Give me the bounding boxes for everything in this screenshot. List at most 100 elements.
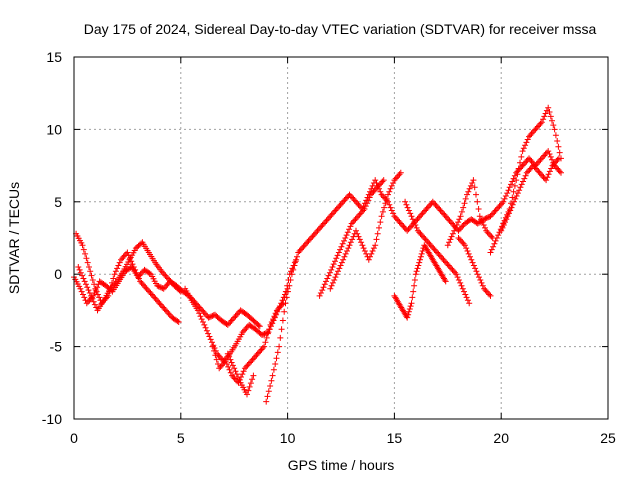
data-point: [487, 292, 494, 299]
data-point: [264, 393, 271, 400]
y-tick-label: 0: [54, 266, 62, 282]
data-point: [346, 226, 353, 233]
data-point: [534, 159, 541, 166]
data-point: [341, 253, 348, 260]
data-point: [405, 226, 412, 233]
data-point: [345, 245, 352, 252]
data-point: [412, 271, 419, 278]
data-point: [207, 336, 214, 343]
data-point: [464, 297, 471, 304]
data-point: [399, 222, 406, 228]
data-point: [454, 274, 461, 281]
data-point: [470, 177, 477, 184]
data-point: [416, 259, 423, 266]
data-point: [449, 230, 456, 237]
data-point: [409, 294, 416, 301]
data-point: [390, 180, 397, 186]
data-point: [378, 213, 385, 220]
data-point: [268, 377, 275, 384]
data-point: [282, 300, 289, 307]
data-point: [263, 398, 270, 405]
data-point: [134, 272, 141, 279]
data-point: [361, 206, 368, 212]
data-point: [80, 246, 87, 253]
data-point: [534, 123, 541, 130]
data-point: [135, 275, 142, 282]
data-point: [506, 184, 513, 191]
data-point: [108, 284, 115, 291]
data-point: [405, 308, 412, 315]
data-point: [522, 172, 529, 179]
data-point: [370, 245, 377, 252]
data-point: [528, 158, 535, 165]
data-point: [551, 126, 558, 133]
data-point: [143, 285, 150, 292]
series-arc-15: [498, 155, 562, 234]
data-point: [520, 145, 527, 152]
data-point: [320, 284, 327, 291]
data-point: [419, 248, 426, 254]
data-point: [510, 188, 517, 195]
data-point: [479, 219, 486, 226]
data-point: [338, 259, 345, 266]
data-point: [546, 151, 553, 157]
data-point: [200, 319, 206, 325]
data-point: [93, 288, 100, 295]
data-point: [421, 235, 428, 241]
data-point: [464, 191, 470, 198]
data-point: [365, 256, 372, 263]
grid: [74, 57, 608, 419]
x-tick-label: 10: [280, 430, 296, 446]
data-point: [483, 227, 490, 234]
data-point: [281, 308, 288, 315]
data-point: [461, 288, 467, 295]
data-point: [413, 268, 420, 275]
data-point: [159, 285, 166, 292]
data-point: [372, 177, 379, 184]
data-point: [255, 322, 262, 329]
data-point: [418, 211, 425, 218]
data-point: [556, 168, 563, 175]
data-point: [492, 237, 499, 244]
data-point: [377, 219, 384, 226]
x-tick-label: 0: [70, 430, 78, 446]
data-point: [224, 350, 231, 357]
data-point: [263, 334, 270, 341]
data-point: [439, 255, 446, 262]
data-point: [146, 288, 153, 295]
data-point: [93, 304, 100, 311]
data-point: [206, 333, 213, 340]
data-point: [386, 188, 393, 195]
data-point: [335, 268, 341, 275]
data-point: [137, 271, 144, 278]
data-point: [540, 116, 547, 123]
data-point: [81, 294, 88, 301]
data-point: [276, 343, 283, 350]
data-point: [387, 185, 394, 192]
data-point: [86, 264, 92, 270]
data-point: [414, 265, 421, 272]
data-point: [532, 165, 539, 172]
data-point: [476, 213, 483, 220]
y-tick-label: 5: [54, 194, 62, 210]
data-point: [239, 371, 246, 378]
series-arc-13: [455, 235, 494, 299]
data-point: [91, 301, 98, 308]
data-point: [455, 219, 462, 226]
data-point: [512, 195, 519, 202]
data-point: [162, 307, 169, 314]
data-point: [397, 169, 404, 176]
data-point: [83, 281, 89, 288]
data-point: [92, 285, 99, 292]
data-point: [473, 268, 480, 275]
data-point: [377, 188, 384, 195]
data-point: [542, 110, 549, 117]
data-point: [552, 132, 559, 139]
data-point: [471, 184, 478, 191]
data-point: [440, 210, 447, 217]
data-point: [368, 250, 375, 257]
data-point: [116, 259, 123, 266]
data-point: [78, 288, 85, 295]
data-point: [226, 366, 233, 373]
